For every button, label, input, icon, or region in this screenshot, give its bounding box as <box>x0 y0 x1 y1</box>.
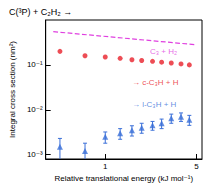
svg-text:10⁻¹: 10⁻¹ <box>27 60 43 69</box>
svg-text:Integral cross section (nm²): Integral cross section (nm²) <box>8 41 17 138</box>
svg-text:C(³P) + C₂H₂ →: C(³P) + C₂H₂ → <box>9 7 72 17</box>
svg-text:1: 1 <box>103 162 108 171</box>
svg-text:→ c-C₃H + H: → c-C₃H + H <box>132 78 179 87</box>
svg-text:10⁻³: 10⁻³ <box>27 150 43 159</box>
svg-text:→ l-C₃H + H: → l-C₃H + H <box>132 100 177 109</box>
svg-text:Relative translational energy: Relative translational energy (kJ mol⁻¹) <box>55 174 194 183</box>
svg-text:10⁻²: 10⁻² <box>27 105 43 114</box>
svg-text:5: 5 <box>194 162 199 171</box>
svg-text:C₃ + H₂: C₃ + H₂ <box>150 47 177 56</box>
